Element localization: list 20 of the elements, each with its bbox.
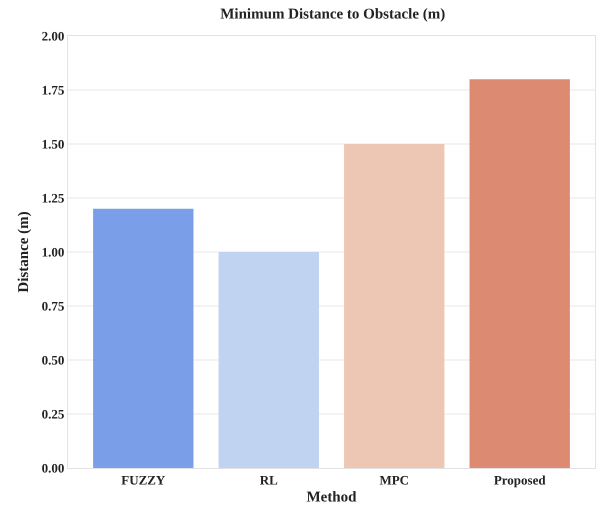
y-tick-label: 0.00 — [42, 460, 64, 476]
y-tick-label: 1.50 — [42, 136, 64, 152]
bar — [93, 208, 194, 468]
y-tick-label: 1.00 — [42, 244, 64, 260]
y-tick-label: 0.50 — [42, 352, 64, 368]
x-tick-label: RL — [260, 472, 278, 488]
y-tick-label: 1.75 — [42, 82, 65, 98]
bar — [344, 144, 444, 468]
y-tick-label: 0.75 — [42, 298, 65, 314]
y-axis-title: Distance (m) — [16, 211, 32, 293]
x-axis-title: Method — [306, 490, 358, 506]
x-tick-label: Proposed — [494, 472, 546, 488]
y-tick-label: 2.00 — [42, 28, 64, 44]
y-tick-label: 0.25 — [42, 406, 65, 422]
chart-title: Minimum Distance to Obstacle (m) — [220, 6, 446, 22]
bar — [218, 252, 319, 468]
y-tick-label: 1.25 — [42, 190, 65, 206]
x-tick-label: FUZZY — [121, 472, 166, 488]
x-tick-label: MPC — [379, 472, 410, 488]
bar — [470, 79, 570, 468]
